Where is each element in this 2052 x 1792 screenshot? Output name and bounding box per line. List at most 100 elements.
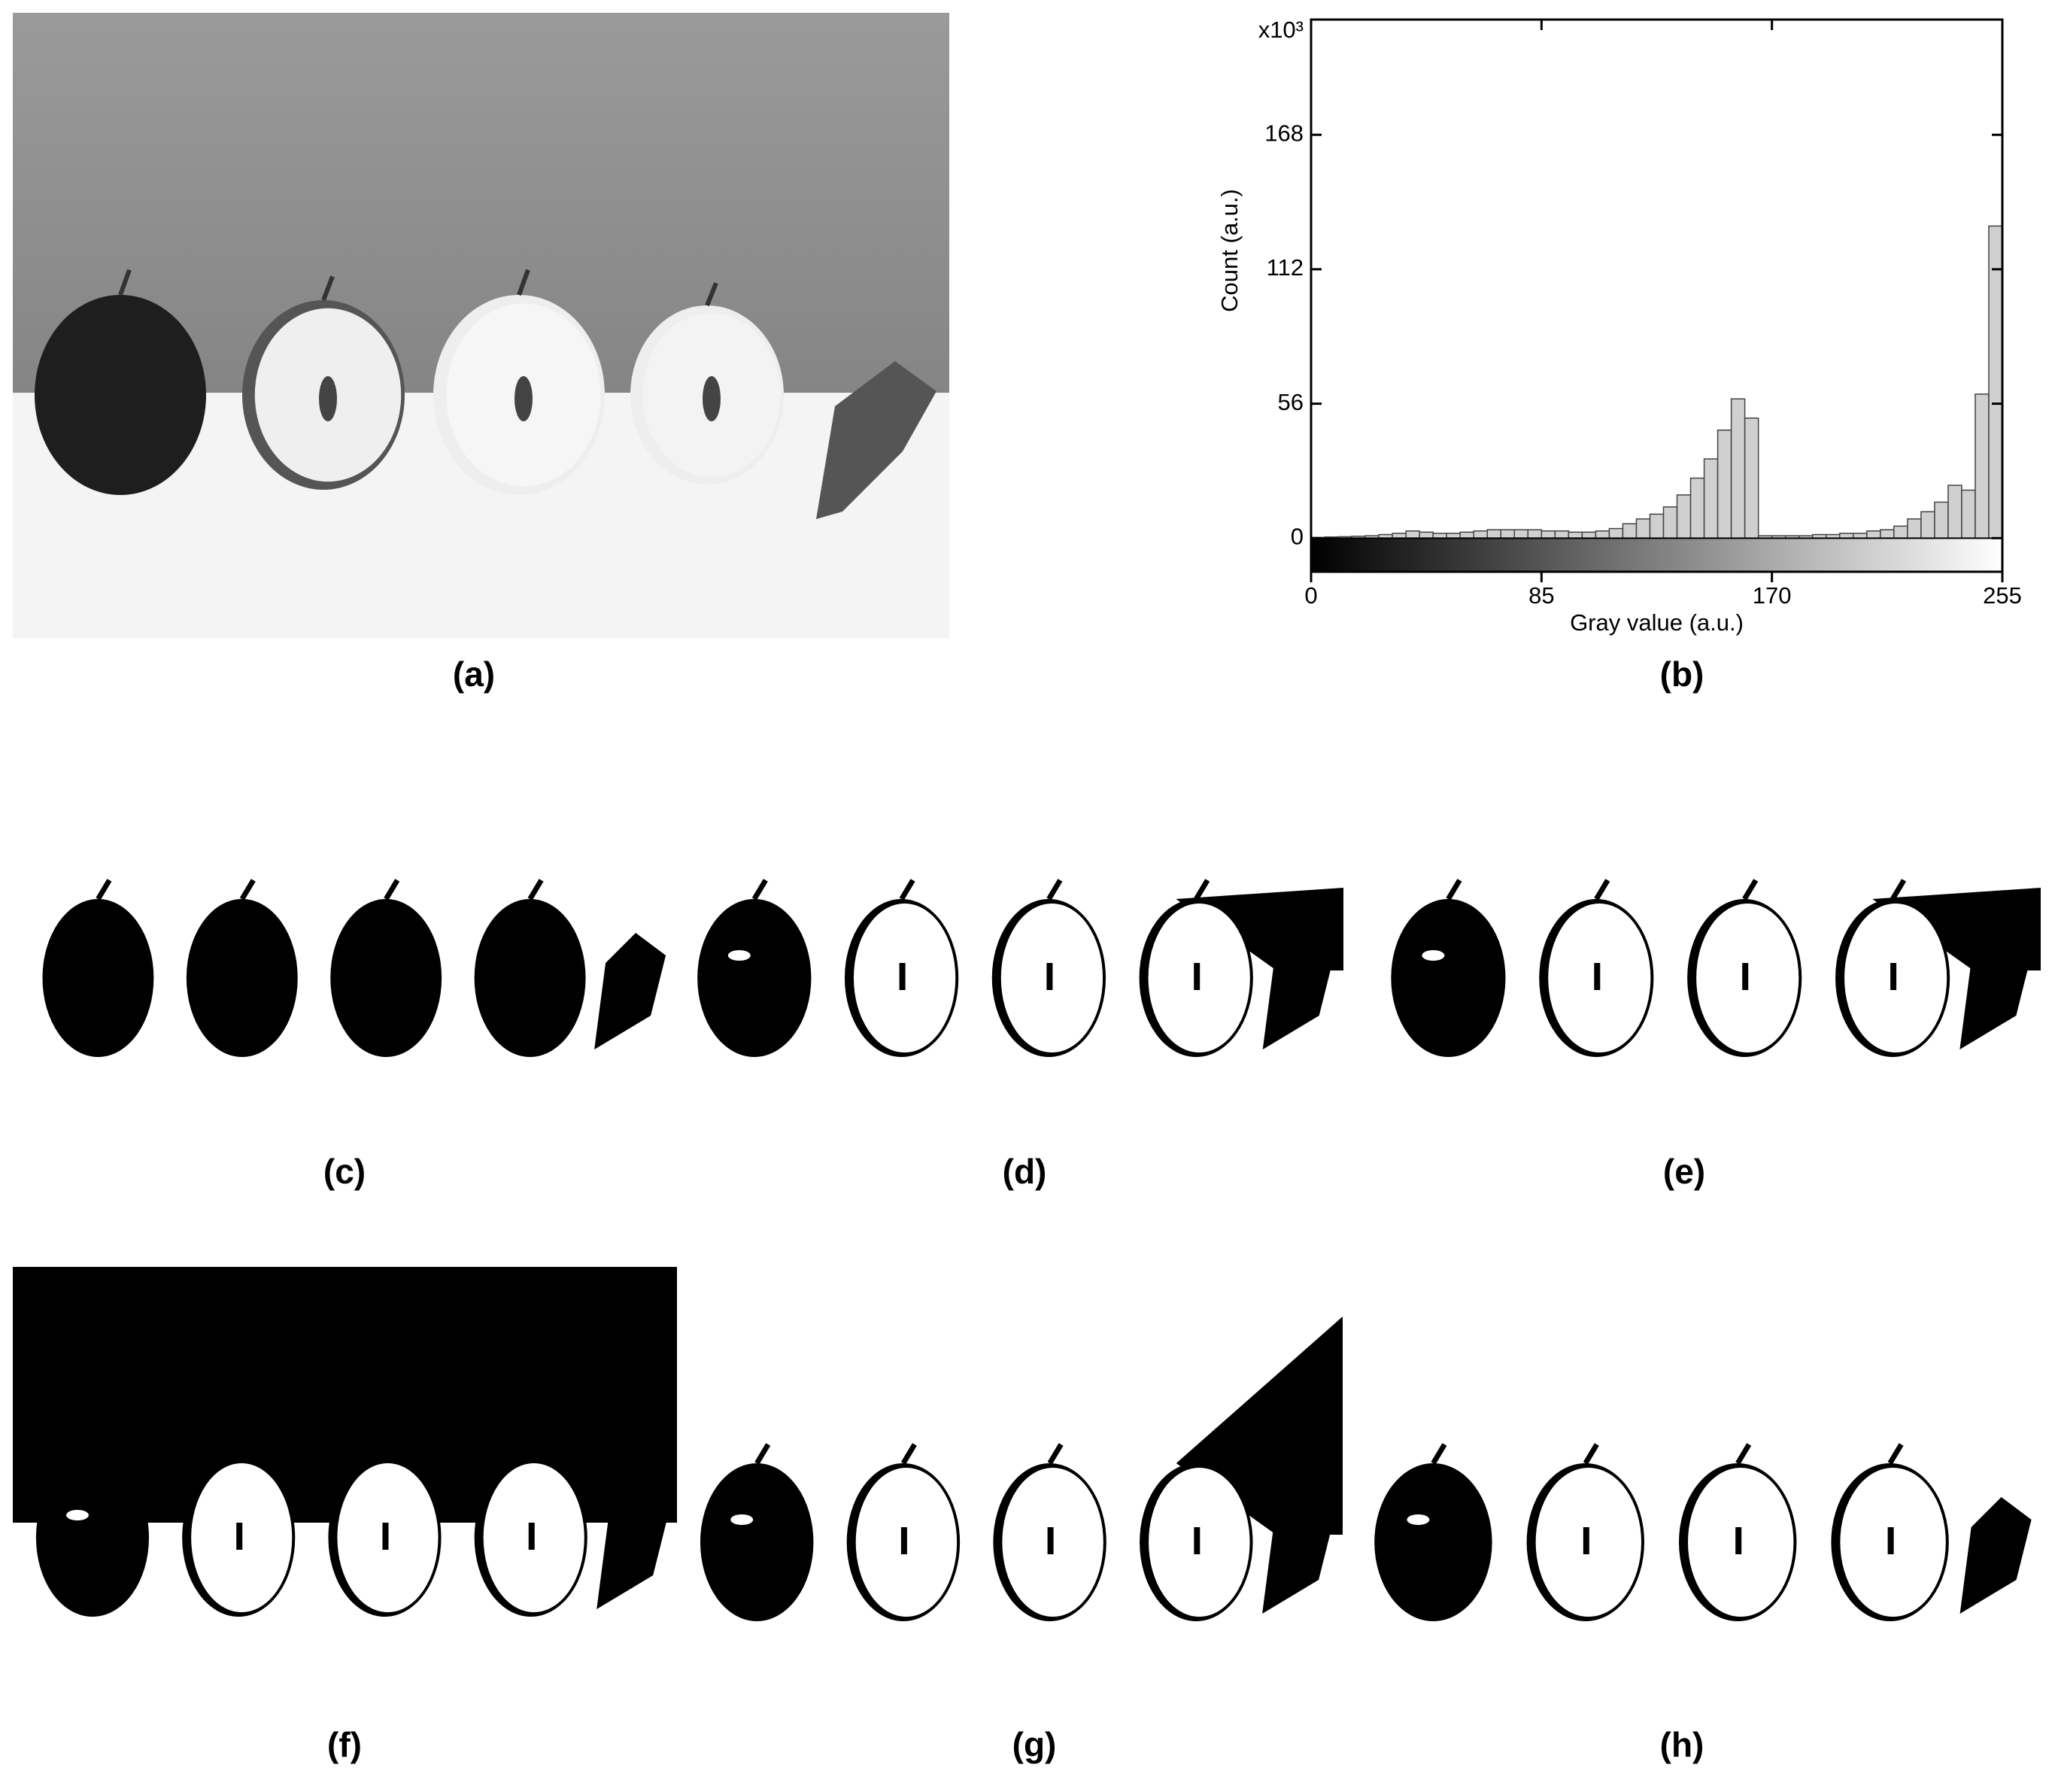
bar — [1730, 398, 1746, 539]
stem — [1594, 879, 1610, 901]
y-tick-label: 168 — [1264, 120, 1304, 146]
stem — [1431, 1443, 1447, 1465]
core — [1047, 1527, 1054, 1554]
core — [1194, 963, 1201, 990]
stem — [1735, 1443, 1752, 1465]
core — [319, 376, 337, 421]
apple-mask — [1374, 1463, 1492, 1621]
y-tick-label: 56 — [1278, 389, 1304, 415]
bar — [1988, 225, 2003, 539]
panel-label: (e) — [1663, 1152, 1705, 1191]
bar — [1581, 531, 1597, 539]
leaf-mask — [1262, 933, 1334, 1049]
core — [1194, 1527, 1201, 1554]
x-tick-label: 255 — [1983, 582, 2022, 609]
bar — [1676, 494, 1692, 539]
apple-mask — [474, 899, 586, 1057]
photo-panel — [13, 13, 949, 638]
stem — [1194, 1443, 1210, 1465]
stem — [900, 1443, 917, 1465]
stem — [751, 879, 768, 901]
bar — [1703, 458, 1719, 539]
stem — [1742, 879, 1759, 901]
stem — [527, 879, 544, 901]
bar — [1866, 530, 1881, 539]
y-axis-label: Count (a.u.) — [1216, 189, 1243, 312]
bar — [1568, 531, 1583, 539]
panel-label: (h) — [1660, 1725, 1704, 1764]
bar — [1689, 477, 1705, 539]
bar — [1717, 429, 1732, 539]
binary-panel — [42, 879, 666, 1057]
core — [515, 376, 533, 421]
core — [703, 376, 721, 421]
stem — [1047, 1443, 1064, 1465]
binary-panel — [13, 1267, 677, 1617]
bar — [1405, 530, 1420, 539]
core — [899, 963, 906, 990]
stem — [1887, 1443, 1904, 1465]
leaf — [816, 361, 936, 519]
bar — [1473, 530, 1489, 539]
stem — [899, 879, 915, 901]
apple-mask — [186, 899, 298, 1057]
core — [382, 1523, 389, 1550]
x-tick-label: 170 — [1753, 582, 1792, 609]
stem — [517, 269, 530, 296]
stem — [90, 1438, 106, 1460]
bar — [1934, 501, 1949, 539]
apple-mask — [697, 899, 812, 1057]
bar — [1662, 506, 1678, 539]
highlight — [1422, 950, 1445, 961]
apple-inner — [44, 1463, 147, 1612]
panel-label: (f) — [327, 1725, 362, 1764]
binary-panel — [1374, 1443, 2032, 1621]
bar — [1975, 393, 1990, 539]
bar — [1513, 529, 1529, 539]
stem — [1046, 879, 1063, 901]
panel-label: (a) — [453, 655, 495, 694]
panel-label: (c) — [323, 1152, 366, 1191]
bar — [1419, 531, 1434, 539]
bar — [1907, 518, 1922, 539]
apple-mask — [700, 1463, 814, 1621]
highlight — [65, 1510, 89, 1520]
multiplier: x10³ — [1258, 17, 1304, 43]
bar — [1744, 418, 1759, 539]
bar — [1893, 525, 1908, 539]
bar — [1459, 531, 1474, 539]
stem — [96, 879, 112, 901]
highlight — [727, 950, 751, 961]
plot-frame — [1310, 18, 2004, 573]
core — [1583, 1527, 1589, 1554]
gray-scale-bar — [1311, 538, 2002, 572]
binary-panel — [697, 879, 1343, 1057]
highlight — [1407, 1514, 1430, 1525]
apple-mask — [330, 899, 442, 1057]
stem — [236, 1438, 253, 1460]
binary-panel — [700, 1317, 1343, 1621]
bar — [1920, 511, 1935, 539]
bar — [1554, 530, 1570, 539]
stem — [1890, 879, 1907, 901]
bar — [1635, 518, 1651, 539]
stem — [754, 1443, 771, 1465]
stem — [382, 1438, 399, 1460]
leaf-mask — [596, 1493, 669, 1609]
x-tick-label: 0 — [1304, 582, 1317, 609]
core — [1735, 1527, 1742, 1554]
x-axis-label: Gray value (a.u.) — [1570, 609, 1744, 636]
apple-flesh — [47, 303, 202, 487]
y-tick-label: 0 — [1291, 524, 1304, 550]
bar — [1486, 529, 1502, 539]
stem — [705, 282, 718, 307]
x-tick-label: 85 — [1528, 582, 1554, 609]
core — [1887, 1527, 1894, 1554]
core — [1890, 963, 1897, 990]
stem — [118, 269, 132, 296]
stem — [1446, 879, 1462, 901]
leaf-mask — [594, 933, 666, 1049]
core — [1046, 963, 1053, 990]
core — [1594, 963, 1601, 990]
